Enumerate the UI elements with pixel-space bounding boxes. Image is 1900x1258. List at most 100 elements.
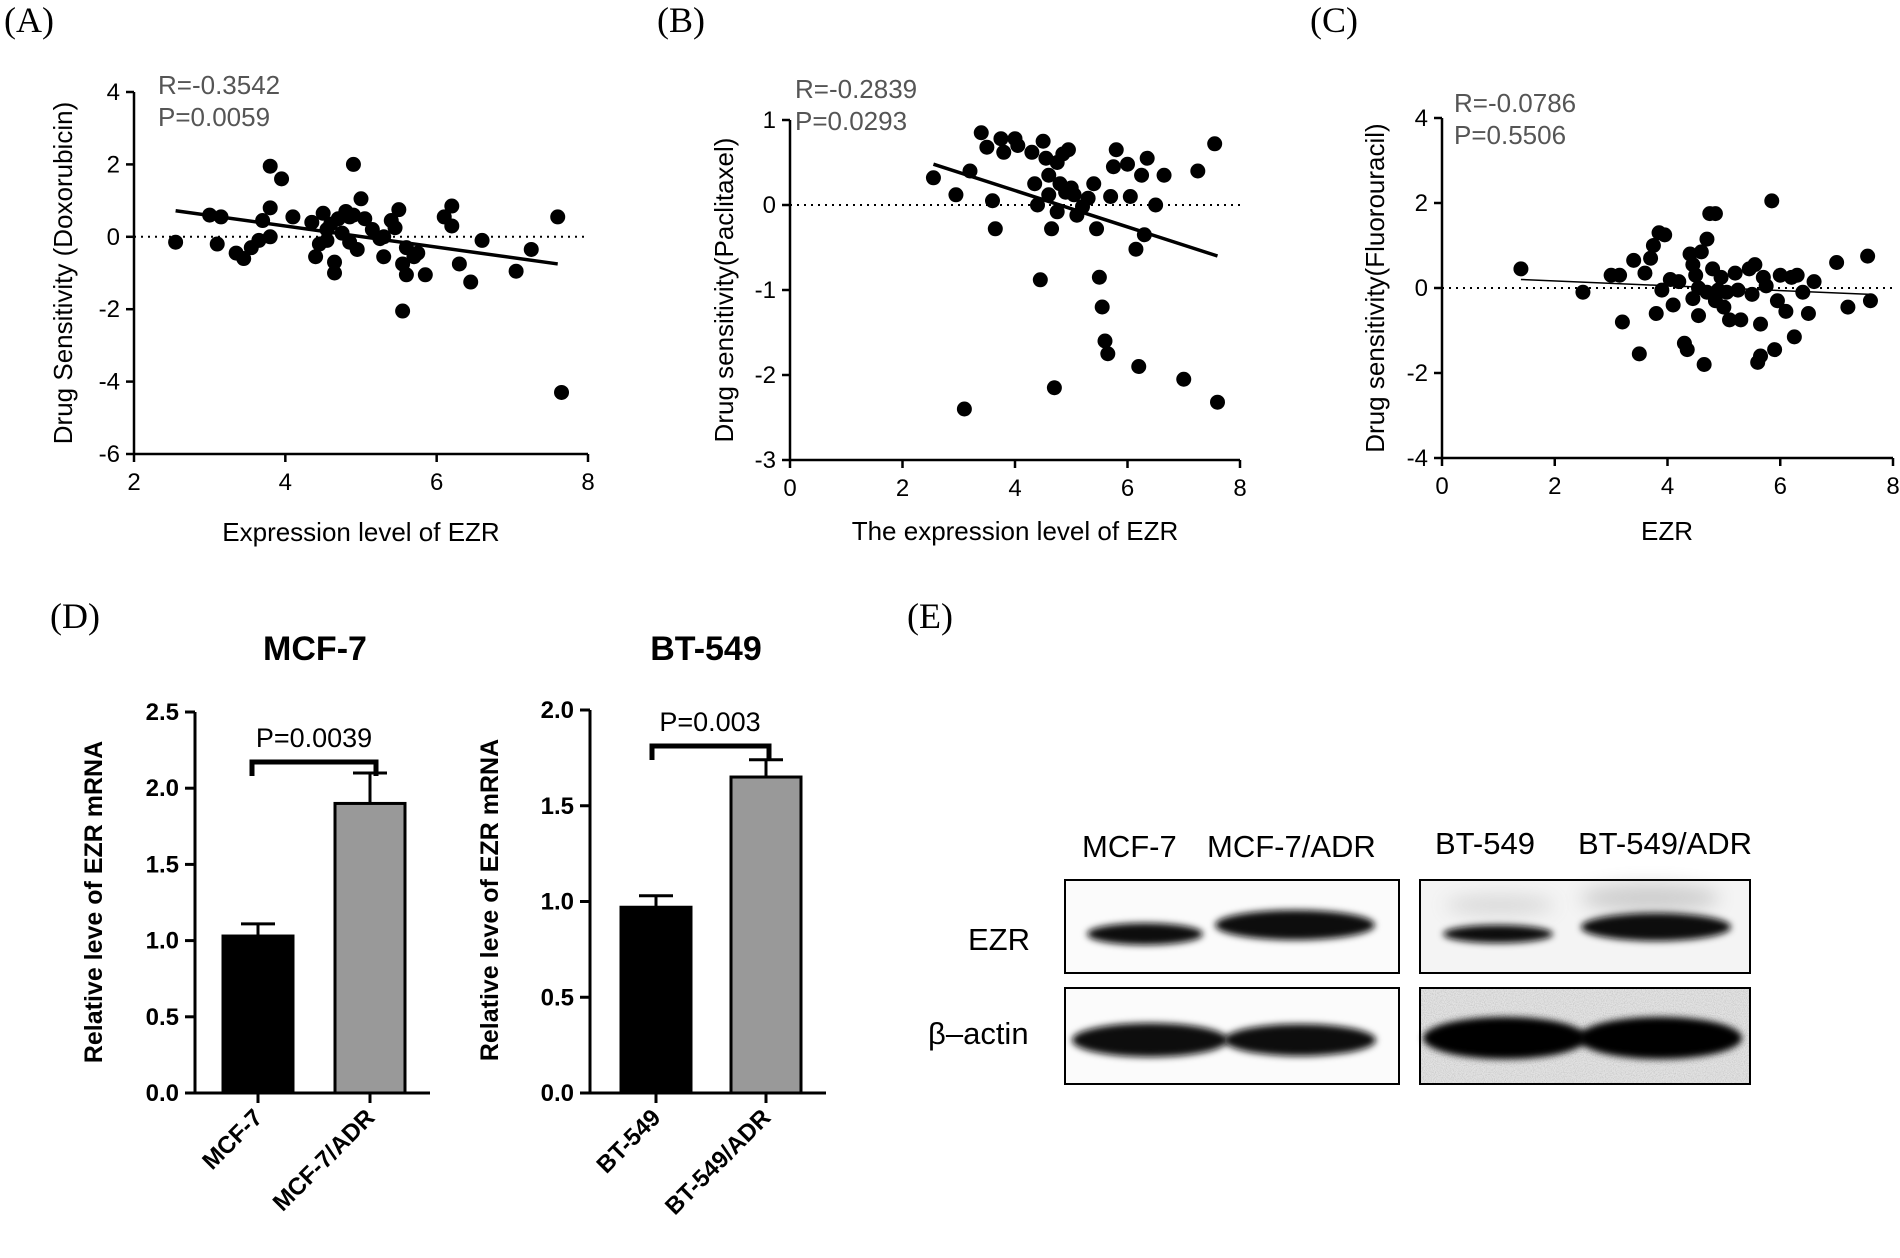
- y-tick-label-a: 2: [107, 151, 120, 178]
- data-point-a: [376, 249, 392, 265]
- y-tick-label-a: 0: [107, 224, 120, 251]
- data-point-a: [474, 232, 490, 248]
- western-blot: MCF-7 MCF-7/ADR BT-549 BT-549/ADR EZR β–…: [928, 826, 1752, 1085]
- scatter-b: -3 -2 -1 0 1 0 2 4 6 8 The expression level of EZR…: [709, 74, 1247, 546]
- data-point-c: [1733, 312, 1749, 328]
- data-point-b: [1190, 163, 1206, 179]
- y-tick-label-c: -2: [1407, 360, 1428, 387]
- data-point-c: [1840, 299, 1856, 315]
- data-point-c: [1631, 346, 1647, 362]
- data-point-c: [1643, 250, 1659, 266]
- r-value-a: R=-0.3542: [158, 70, 280, 100]
- data-point-b: [1210, 394, 1225, 410]
- data-point-b: [1046, 380, 1062, 396]
- wb-row-actin: β–actin: [928, 1016, 1029, 1051]
- data-point-b: [1035, 133, 1051, 149]
- data-point-c: [1753, 316, 1769, 332]
- data-point-a: [508, 263, 524, 279]
- bar-chart-mcf7: MCF-7 0.0 0.5 1.0 1.5 2.0 2.5 Relative leve of …: [80, 630, 430, 1217]
- data-point-b: [1032, 272, 1048, 288]
- data-point-b: [1044, 221, 1060, 237]
- data-point-c: [1727, 265, 1743, 281]
- y-tick-label-c: 4: [1415, 105, 1428, 132]
- scatter-c: -4 -2 0 2 4 0 2 4 6 8 EZR Drug sensitivity(Fluorour…: [1360, 88, 1900, 546]
- data-point-c: [1648, 306, 1664, 321]
- data-point-a: [444, 218, 460, 234]
- data-point-a: [353, 191, 369, 207]
- blot-ezr-mcf7: [1064, 879, 1400, 974]
- data-point-b: [1080, 190, 1096, 206]
- data-point-c: [1789, 267, 1805, 283]
- p-value-a: P=0.0059: [158, 102, 270, 132]
- panel-label-d: (D): [50, 596, 100, 636]
- data-point-a: [319, 232, 335, 248]
- x-axis-title-b: The expression level of EZR: [852, 516, 1179, 546]
- data-point-c: [1654, 282, 1670, 298]
- data-point-b: [1128, 241, 1144, 257]
- data-point-b: [1086, 176, 1102, 192]
- data-point-b: [1041, 187, 1057, 203]
- data-point-a: [395, 303, 411, 319]
- data-point-c: [1696, 357, 1712, 372]
- data-point-a: [345, 207, 361, 223]
- x-tick-label-a: 2: [127, 469, 140, 496]
- data-point-c: [1800, 306, 1816, 321]
- data-point-c: [1786, 329, 1802, 345]
- x-tick-label-mcf7: MCF-7/ADR: [268, 1104, 380, 1216]
- x-tick-label-b: 8: [1233, 475, 1246, 502]
- data-point-c: [1829, 255, 1845, 270]
- data-point-b: [1038, 150, 1054, 166]
- data-point-a: [285, 209, 301, 225]
- data-point-c: [1730, 282, 1746, 298]
- significance-bracket-bt549: [649, 743, 772, 760]
- y-tick-label-c: 2: [1415, 190, 1428, 217]
- y-axis-title-b: Drug sensitivity(Paclitaxel): [709, 138, 739, 443]
- data-point-b: [1176, 371, 1192, 387]
- p-value-b: P=0.0293: [795, 106, 907, 136]
- x-tick-label-c: 8: [1886, 473, 1899, 500]
- y-tick-label-a: -6: [99, 441, 120, 468]
- data-point-c: [1767, 342, 1783, 358]
- data-point-c: [1795, 284, 1811, 300]
- x-tick-label-c: 6: [1774, 473, 1787, 500]
- y-tick-label-mcf7: 1.5: [146, 851, 179, 878]
- data-point-c: [1758, 278, 1774, 294]
- data-point-c: [1862, 293, 1878, 309]
- x-tick-label-bt549: BT-549: [591, 1104, 666, 1179]
- p-value-bt549: P=0.003: [659, 707, 760, 737]
- y-tick-label-mcf7: 0.5: [146, 1004, 179, 1031]
- data-point-b: [1049, 204, 1065, 220]
- panel-label-c: (C): [1310, 0, 1358, 40]
- data-point-b: [1136, 227, 1152, 243]
- data-point-a: [168, 234, 184, 250]
- y-tick-label-mcf7: 0.0: [146, 1080, 179, 1107]
- data-point-b: [1041, 167, 1057, 183]
- x-tick-label-a: 6: [430, 469, 443, 496]
- data-point-a: [327, 265, 343, 281]
- data-point-b: [979, 139, 995, 155]
- data-point-a: [262, 229, 278, 245]
- data-point-a: [251, 232, 267, 248]
- y-tick-label-a: 4: [107, 79, 120, 106]
- data-point-b: [956, 401, 972, 417]
- x-tick-label-a: 8: [581, 469, 594, 496]
- data-point-b: [1091, 269, 1107, 285]
- data-point-a: [213, 209, 229, 225]
- data-point-b: [1024, 144, 1040, 160]
- data-point-a: [327, 254, 343, 270]
- data-point-c: [1753, 348, 1769, 364]
- data-point-c: [1769, 293, 1785, 309]
- data-point-b: [925, 170, 941, 186]
- data-point-a: [463, 274, 479, 290]
- x-tick-label-bt549: BT-549/ADR: [660, 1104, 776, 1220]
- data-point-c: [1691, 308, 1707, 324]
- data-point-c: [1747, 257, 1763, 273]
- significance-bracket-mcf7: [249, 759, 379, 776]
- data-point-b: [1134, 167, 1150, 183]
- data-point-a: [444, 198, 460, 214]
- data-point-a: [236, 251, 252, 267]
- y-tick-label-bt549: 1.5: [541, 793, 574, 820]
- x-tick-label-c: 4: [1661, 473, 1674, 500]
- data-point-b: [1207, 136, 1223, 152]
- r-value-b: R=-0.2839: [795, 74, 917, 104]
